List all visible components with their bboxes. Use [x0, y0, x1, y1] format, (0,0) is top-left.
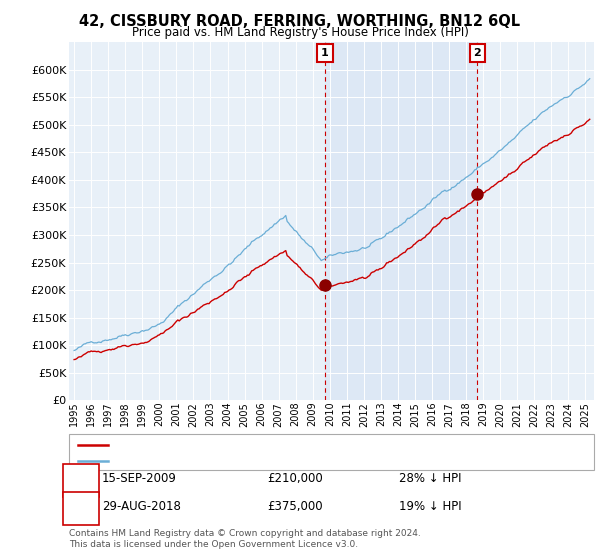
Text: 1: 1 [77, 472, 85, 486]
Text: £210,000: £210,000 [267, 472, 323, 486]
Text: £375,000: £375,000 [267, 500, 323, 514]
Text: Price paid vs. HM Land Registry's House Price Index (HPI): Price paid vs. HM Land Registry's House … [131, 26, 469, 39]
Text: 15-SEP-2009: 15-SEP-2009 [102, 472, 177, 486]
Text: 29-AUG-2018: 29-AUG-2018 [102, 500, 181, 514]
Text: HPI: Average price, detached house, Arun: HPI: Average price, detached house, Arun [111, 456, 329, 466]
Text: 42, CISSBURY ROAD, FERRING, WORTHING, BN12 6QL: 42, CISSBURY ROAD, FERRING, WORTHING, BN… [79, 14, 521, 29]
Text: 42, CISSBURY ROAD, FERRING, WORTHING, BN12 6QL (detached house): 42, CISSBURY ROAD, FERRING, WORTHING, BN… [111, 440, 485, 450]
Text: 2: 2 [473, 48, 481, 58]
Text: Contains HM Land Registry data © Crown copyright and database right 2024.
This d: Contains HM Land Registry data © Crown c… [69, 529, 421, 549]
Bar [325, 42, 478, 400]
Text: 19% ↓ HPI: 19% ↓ HPI [399, 500, 461, 514]
Text: 28% ↓ HPI: 28% ↓ HPI [399, 472, 461, 486]
Text: 2: 2 [77, 500, 85, 514]
Text: 1: 1 [321, 48, 329, 58]
